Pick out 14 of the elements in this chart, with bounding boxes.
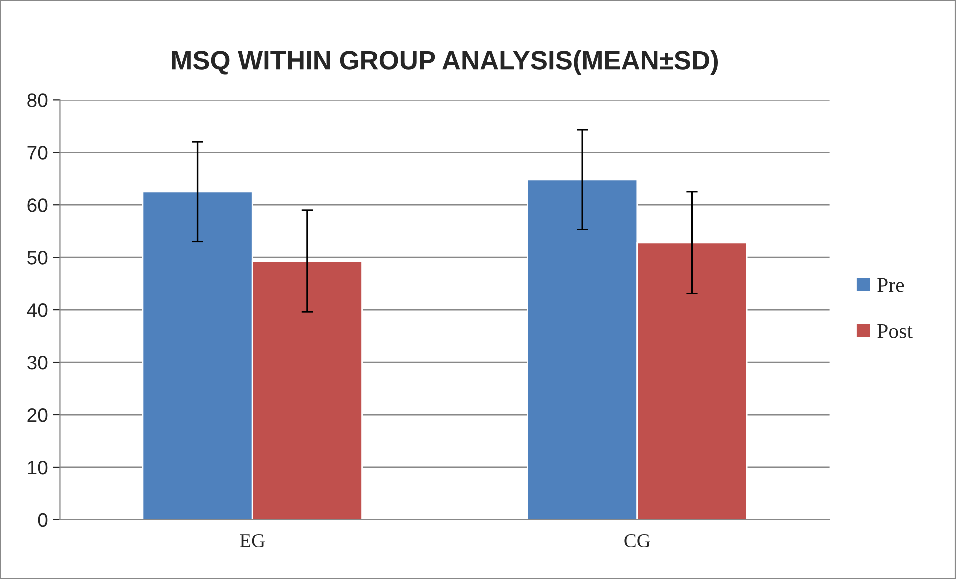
y-tick-label: 30 — [28, 356, 48, 370]
y-tick-label: 80 — [28, 94, 48, 108]
chart-title: MSQ WITHIN GROUP ANALYSIS(MEAN±SD) — [172, 50, 718, 76]
y-tick-label: 20 — [28, 408, 48, 422]
x-tick-label: EG — [240, 534, 265, 548]
legend-label: Pre — [878, 278, 904, 292]
x-tick-label: CG — [624, 534, 650, 548]
y-tick-label: 10 — [28, 460, 48, 475]
y-tick-label: 40 — [27, 304, 48, 318]
y-tick-label: 0 — [38, 513, 48, 528]
legend-label: Post — [878, 324, 913, 338]
y-tick-label: 60 — [28, 198, 48, 212]
y-tick-label: 50 — [28, 251, 48, 265]
y-tick-label: 70 — [28, 146, 48, 160]
